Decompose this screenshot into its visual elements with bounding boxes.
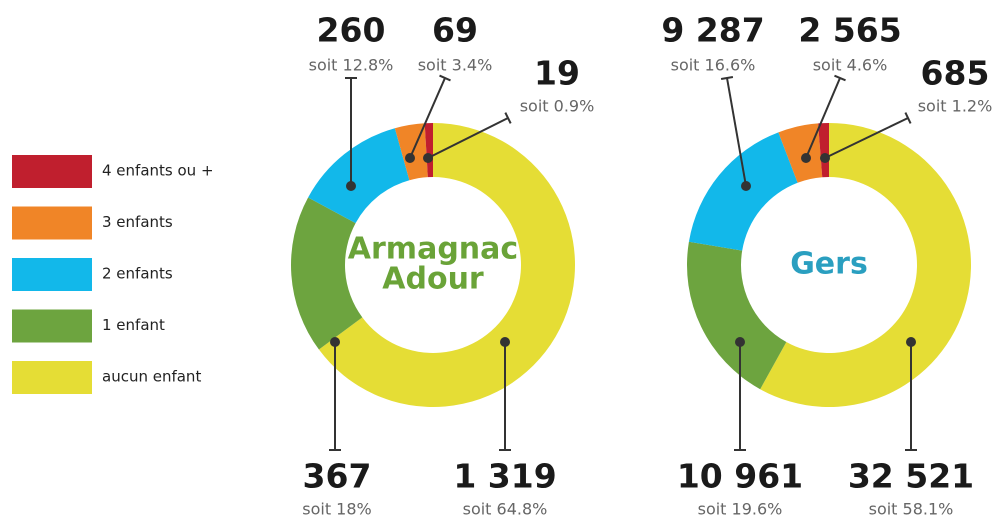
legend-label: 4 enfants ou +: [102, 162, 214, 180]
chart-title: Gers: [790, 247, 868, 282]
donut-slice: [760, 123, 971, 408]
legend-swatch: [12, 309, 92, 343]
percent-label: soit 4.6%: [813, 56, 888, 75]
leader-dot: [906, 337, 916, 347]
chart-title: Armagnac: [348, 232, 518, 267]
value-label: 685: [921, 54, 990, 93]
donut-slice: [778, 123, 823, 183]
donut-slice: [818, 123, 829, 178]
legend-label: 1 enfant: [102, 316, 165, 334]
leader-dot: [741, 181, 751, 191]
percent-label: soit 3.4%: [418, 56, 493, 75]
leader-dot: [405, 153, 415, 163]
value-label: 10 961: [677, 457, 803, 496]
leader-cap: [720, 75, 734, 81]
leader-line: [805, 77, 841, 159]
value-label: 32 521: [848, 457, 974, 496]
donut-slice: [688, 132, 798, 251]
leader-dot: [330, 337, 340, 347]
leader-dot: [346, 181, 356, 191]
leader-dot: [500, 337, 510, 347]
legend-swatch: [12, 155, 92, 188]
leader-dot: [423, 153, 433, 163]
leader-cap: [904, 112, 912, 124]
percent-label: soit 12.8%: [309, 56, 394, 75]
leader-line: [409, 77, 446, 159]
value-label: 19: [534, 54, 580, 93]
leader-dot: [820, 153, 830, 163]
percent-label: soit 0.9%: [520, 97, 595, 116]
chart-title: Adour: [382, 262, 484, 297]
donut-slice: [308, 128, 410, 224]
legend-label: aucun enfant: [102, 368, 201, 386]
leader-line: [427, 117, 509, 159]
percent-label: soit 1.2%: [918, 97, 993, 116]
donut-slice: [291, 197, 363, 350]
legend-swatch: [12, 361, 92, 394]
donut-slice: [424, 123, 433, 178]
legend-label: 3 enfants: [102, 213, 173, 231]
percent-label: soit 64.8%: [463, 500, 548, 519]
leader-dot: [801, 153, 811, 163]
percent-label: soit 18%: [302, 500, 372, 519]
value-label: 260: [317, 11, 386, 50]
legend-swatch: [12, 258, 92, 291]
value-label: 2 565: [798, 11, 901, 50]
donut-slice: [318, 123, 575, 408]
leader-cap: [504, 112, 512, 124]
donut-slice: [687, 241, 787, 390]
percent-label: soit 16.6%: [671, 56, 756, 75]
value-label: 1 319: [453, 457, 556, 496]
value-label: 9 287: [661, 11, 764, 50]
leader-cap: [439, 74, 451, 82]
leader-line: [824, 117, 909, 159]
leader-cap: [834, 74, 846, 82]
value-label: 367: [303, 457, 372, 496]
legend-swatch: [12, 206, 92, 240]
percent-label: soit 19.6%: [698, 500, 783, 519]
percent-label: soit 58.1%: [869, 500, 954, 519]
leader-dot: [735, 337, 745, 347]
leader-line: [726, 77, 747, 187]
value-label: 69: [432, 11, 478, 50]
legend-label: 2 enfants: [102, 265, 173, 283]
